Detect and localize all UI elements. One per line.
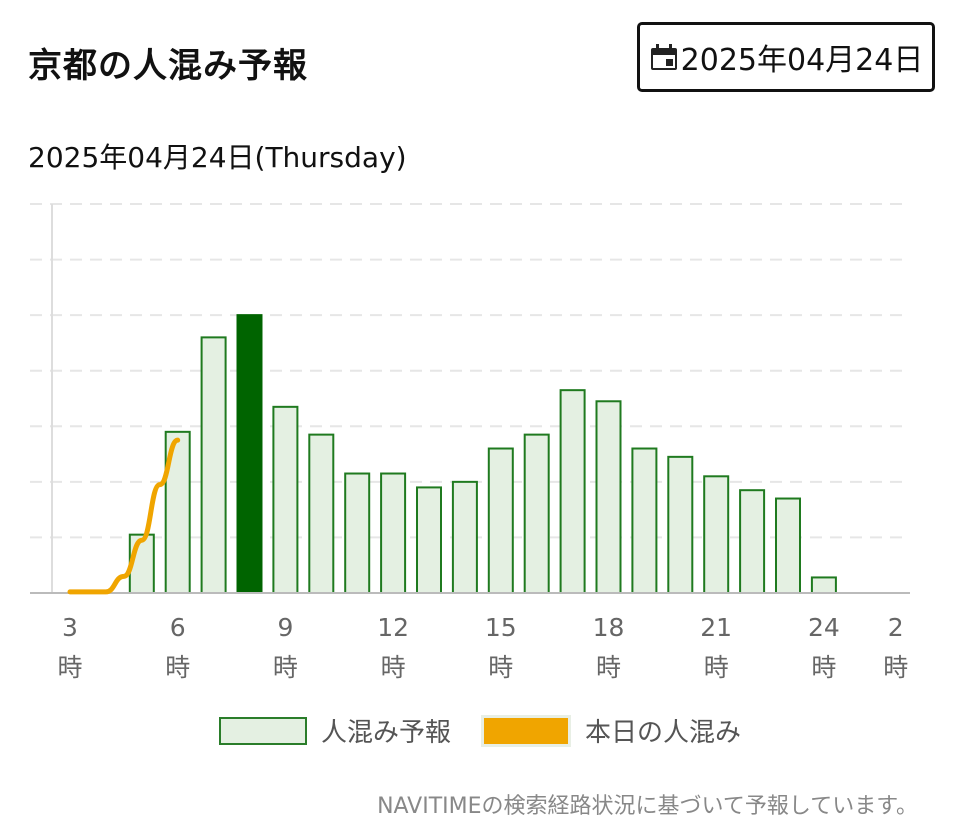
x-tick-unit: 時 — [57, 653, 82, 682]
bar — [308, 433, 335, 594]
bar — [631, 447, 658, 594]
x-tick-label: 9 — [277, 613, 293, 642]
x-tick-unit: 時 — [596, 653, 621, 682]
bar — [451, 480, 478, 595]
x-tick-unit: 時 — [273, 653, 298, 682]
bar-current-hour — [236, 314, 263, 595]
x-tick-unit: 時 — [488, 653, 513, 682]
footer-note: NAVITIMEの検索経路状況に基づいて予報しています。 — [377, 794, 918, 819]
legend-today-swatch — [481, 714, 571, 747]
x-tick-label: 6 — [170, 613, 186, 642]
legend-forecast-swatch — [218, 716, 307, 745]
legend-forecast-label: 人混み予報 — [320, 718, 451, 748]
x-tick-unit: 時 — [704, 653, 729, 682]
x-tick-unit: 時 — [165, 653, 190, 682]
x-tick-unit: 時 — [811, 653, 836, 682]
x-tick-label: 18 — [593, 613, 625, 642]
chart-legend: 人混み予報 本日の人混み — [0, 712, 960, 749]
x-tick-unit: 時 — [381, 653, 406, 682]
bar — [667, 455, 694, 594]
bar — [200, 336, 227, 594]
today-crowd-line — [67, 437, 181, 595]
x-tick-label: 3 — [62, 613, 78, 642]
bar — [595, 400, 622, 594]
bar — [703, 475, 730, 594]
page-title: 京都の人混み予報 — [28, 46, 308, 86]
x-tick-label: 21 — [700, 613, 732, 642]
bar — [416, 486, 442, 594]
bar — [523, 433, 550, 594]
crowd-forecast-chart: 3 時 6 時 9 時 12 時 15 時 18 時 21 時 24 時 2 時 — [30, 203, 910, 682]
date-picker-button[interactable]: 2025年04月24日 — [637, 22, 935, 92]
bar — [272, 405, 299, 594]
bar — [810, 576, 837, 595]
bar — [344, 472, 371, 594]
legend-today-label: 本日の人混み — [585, 718, 742, 748]
chart-subtitle: 2025年04月24日(Thursday) — [28, 141, 407, 174]
date-button-label: 2025年04月24日 — [680, 43, 924, 78]
bar — [775, 497, 801, 594]
bar — [739, 489, 766, 595]
x-tick-label: 24 — [808, 613, 840, 642]
bar — [380, 472, 407, 594]
x-tick-unit: 時 — [883, 653, 908, 682]
bar — [128, 533, 155, 594]
calendar-icon — [650, 44, 677, 70]
bar — [559, 389, 586, 594]
x-tick-label: 12 — [377, 613, 409, 642]
x-tick-label: 15 — [485, 613, 517, 642]
x-tick-label: 2 — [888, 613, 904, 642]
bar — [487, 447, 514, 594]
